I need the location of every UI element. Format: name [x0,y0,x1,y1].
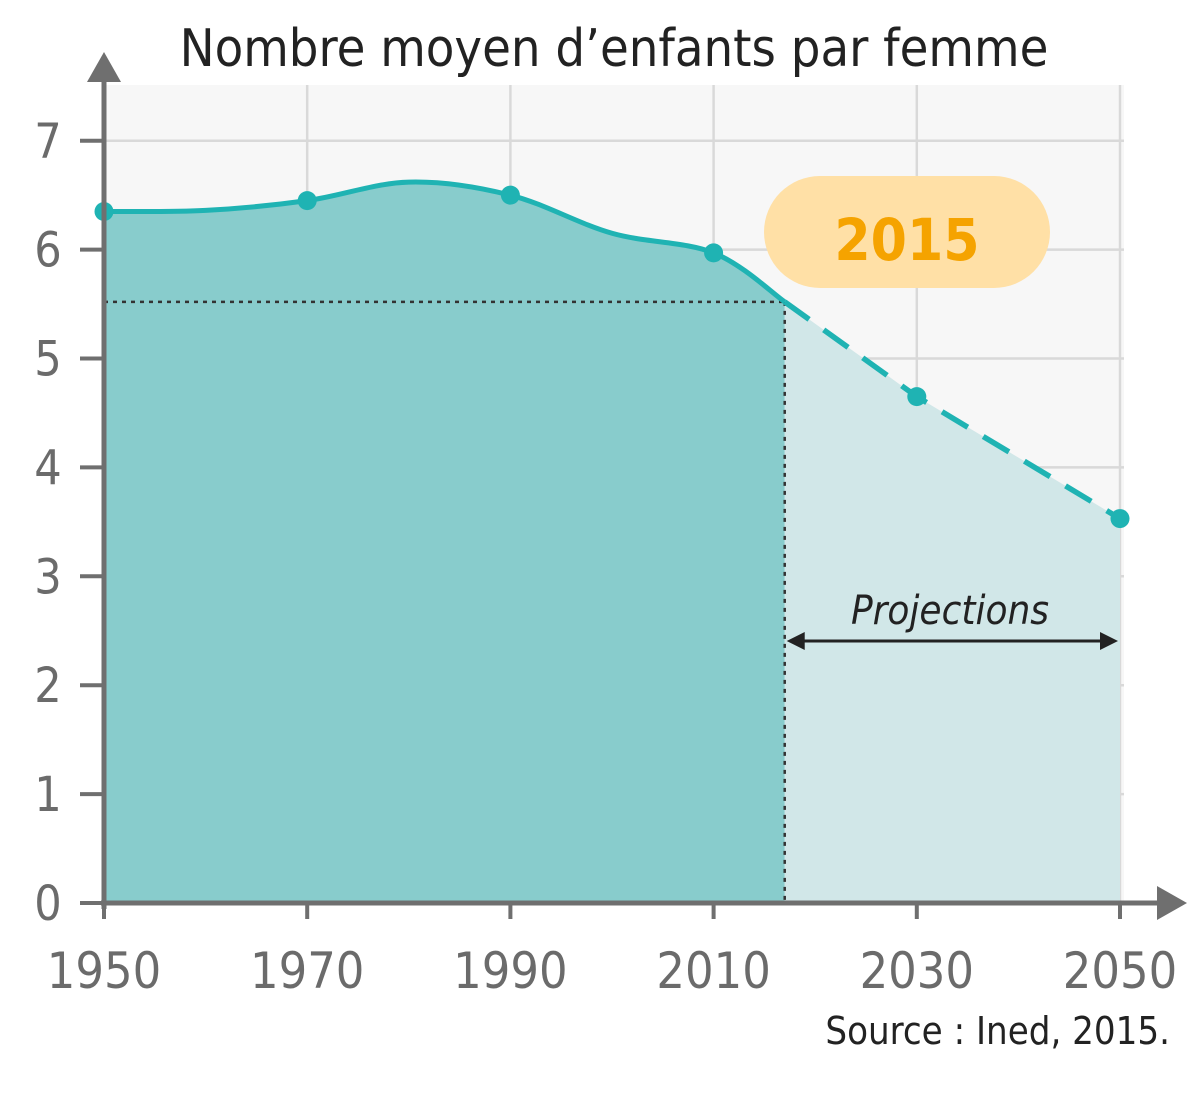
projection-arrow-left [786,632,805,650]
y-tick-label: 7 [34,114,61,170]
x-tick-label: 1970 [250,942,364,1000]
data-point [1110,509,1130,529]
year-badge-background [764,176,1050,288]
projection-range: Projections [786,588,1118,650]
area-observed [104,181,785,904]
year-badge-label: 2015 [834,206,979,274]
y-tick-label: 6 [34,223,61,279]
y-tick-label: 2 [34,658,61,714]
y-tick-label: 3 [34,549,61,605]
data-points [94,185,1130,529]
source-note: Source : Ined, 2015. [825,1009,1170,1053]
y-tick-label: 0 [34,876,61,932]
x-tick-label: 2010 [656,942,770,1000]
chart-title: Nombre moyen d’enfants par femme [180,19,1049,79]
x-axis-arrow [1157,886,1187,920]
x-tick-label: 1950 [47,942,161,1000]
data-point [500,185,520,205]
x-tick-label: 2030 [860,942,974,1000]
year-badge: 2015 [764,176,1050,288]
x-tick-label: 1990 [453,942,567,1000]
x-tick-labels: 1950 1970 1990 2010 2030 2050 [47,942,1177,1000]
y-tick-label: 1 [34,767,61,823]
area-projected [784,301,1120,903]
axes [80,52,1187,920]
y-tick-label: 5 [34,332,61,388]
data-point [907,387,927,407]
projection-arrow-right [1100,632,1118,650]
x-tick-label: 2050 [1063,942,1177,1000]
highlight-guides [104,300,786,903]
projection-label: Projections [851,588,1049,634]
data-point [704,243,724,263]
y-tick-label: 4 [34,440,61,496]
data-point [297,191,317,211]
series-line-observed [103,179,787,304]
y-tick-labels: 0 1 2 3 4 5 6 7 [34,114,61,932]
y-axis-arrow [87,52,121,82]
